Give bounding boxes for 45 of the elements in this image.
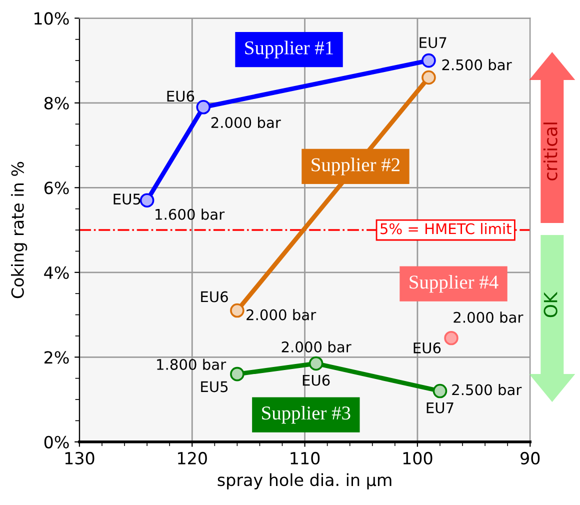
annotation: 2.500 bar <box>452 384 522 396</box>
point <box>308 356 324 371</box>
point <box>196 100 211 114</box>
annotation: EU6 <box>414 342 441 354</box>
x-tick-label: 120 <box>178 452 207 464</box>
series-label: Supplier #3 <box>262 406 350 424</box>
point <box>140 193 154 208</box>
point <box>444 330 458 346</box>
text: critical <box>543 122 558 180</box>
annotation: 2.000 bar <box>282 341 352 352</box>
point <box>422 53 436 68</box>
annotation: EU7 <box>426 402 454 414</box>
y-axis-title: Coking rate in % <box>11 162 28 298</box>
point <box>230 366 244 382</box>
point <box>422 70 436 85</box>
annotation: EU5 <box>201 381 228 392</box>
point <box>432 384 448 398</box>
x-tick-label: 100 <box>403 452 432 464</box>
series-label: Supplier #1 <box>245 40 333 58</box>
annotation: EU7 <box>420 37 446 48</box>
y-tick-label: 10% <box>34 12 69 25</box>
annotation: EU6 <box>167 90 194 102</box>
x-axis-title: spray hole dia. in µm <box>218 473 392 490</box>
annotation: 2.000 bar <box>246 309 316 320</box>
text: Supplier #4 <box>410 275 498 293</box>
annotation: 1.600 bar <box>156 208 225 220</box>
y-tick-label: 6% <box>44 182 69 194</box>
annotation: EU6 <box>302 374 330 386</box>
text: OK <box>544 292 558 318</box>
y-tick-label: 2% <box>44 351 69 364</box>
series-label: Supplier #2 <box>312 158 400 176</box>
y-tick-label: 8% <box>44 96 69 110</box>
x-tick-label: 110 <box>290 452 320 464</box>
y-tick-label: 0% <box>44 436 69 448</box>
annotation: 1.800 bar <box>157 358 226 370</box>
annotation: 2.500 bar <box>442 59 512 70</box>
annotation: 2.000 bar <box>454 312 524 323</box>
annotation: EU5 <box>114 194 140 205</box>
x-tick-label: 90 <box>520 452 540 464</box>
y-tick-label: 4% <box>44 266 69 279</box>
annotation: 2.000 bar <box>211 116 281 128</box>
x-tick-label: 130 <box>65 452 94 464</box>
annotation: EU6 <box>201 291 228 302</box>
ref-line-label: 5% = HMETC limit <box>380 222 512 234</box>
point <box>230 303 244 318</box>
